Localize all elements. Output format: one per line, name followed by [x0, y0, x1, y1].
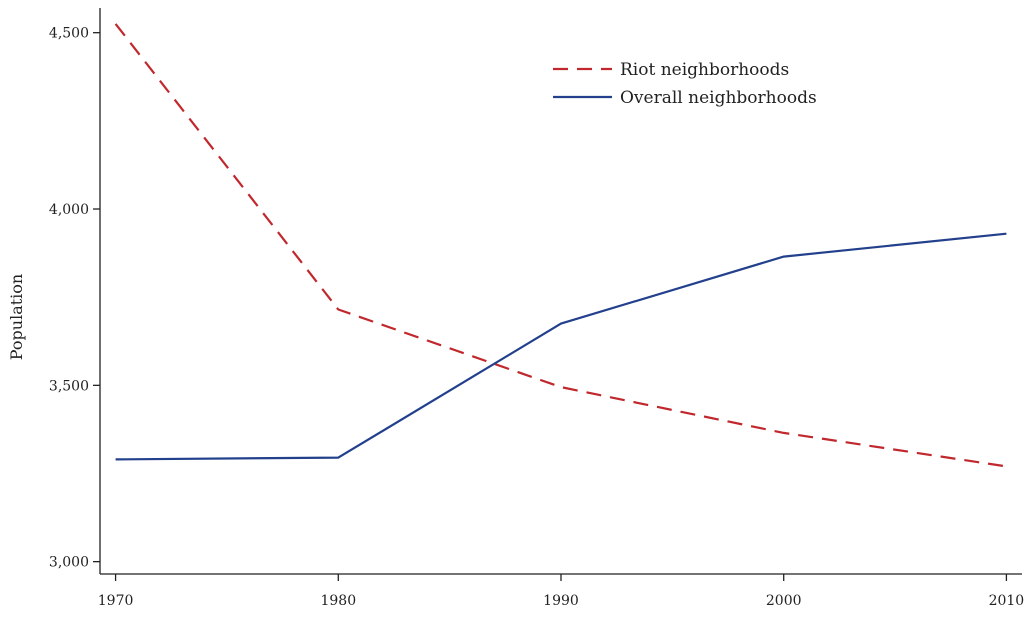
axes	[99, 8, 1022, 575]
x-axis-ticks: 1970 1980 1990 2000 2010	[98, 574, 1024, 609]
legend-label-overall-neighborhoods: Overall neighborhoods	[620, 88, 817, 108]
y-tick-label: 3,000	[49, 555, 89, 571]
series-layer	[114, 23, 1007, 468]
x-tick-label: 2000	[766, 593, 802, 609]
series-line-riot-neighborhoods	[114, 23, 1007, 468]
x-tick-label: 1990	[543, 593, 579, 609]
y-axis-title: Population	[7, 274, 26, 360]
x-tick-label: 2010	[989, 593, 1025, 609]
x-tick-label: 1970	[98, 593, 134, 609]
legend-label-riot-neighborhoods: Riot neighborhoods	[620, 60, 789, 80]
x-tick-label: 1980	[320, 593, 356, 609]
y-tick-label: 4,000	[49, 202, 89, 218]
y-axis-ticks: 3,000 3,500 4,000 4,500	[49, 26, 100, 571]
series-line-overall-neighborhoods	[115, 232, 1007, 461]
legend: Riot neighborhoods Overall neighborhoods	[553, 60, 817, 108]
y-tick-label: 4,500	[49, 26, 89, 42]
y-tick-label: 3,500	[49, 378, 89, 394]
